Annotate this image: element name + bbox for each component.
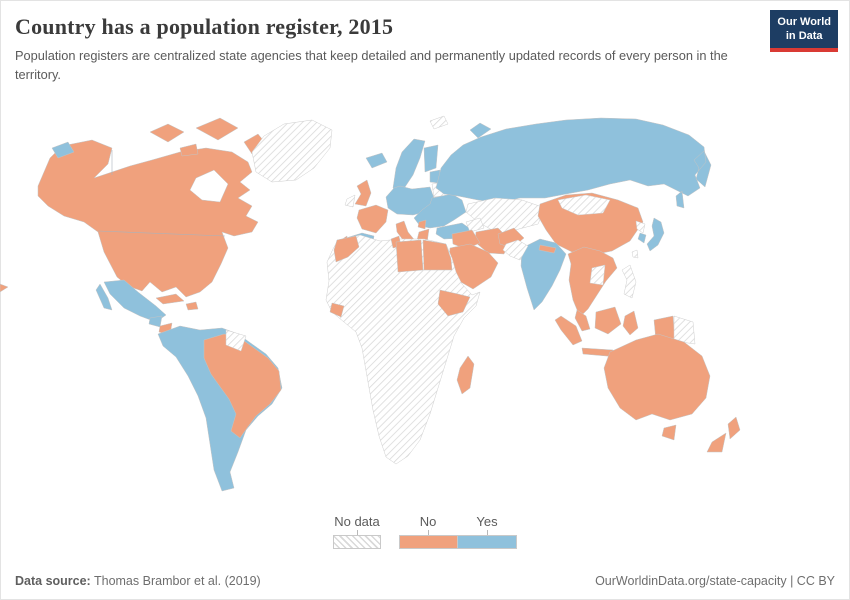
owid-logo-line1: Our World (777, 16, 831, 28)
legend-label-yes: Yes (476, 514, 498, 529)
attribution-link[interactable]: OurWorldinData.org/state-capacity | CC B… (595, 574, 835, 588)
owid-logo-line2: in Data (785, 29, 823, 42)
region-malay-peninsula[interactable] (574, 309, 591, 332)
region-greenland[interactable] (251, 119, 333, 183)
region-south-korea[interactable] (637, 232, 647, 244)
world-map-svg (0, 115, 741, 492)
region-cote-divoire-liberia[interactable] (329, 302, 345, 318)
legend-group-yes[interactable]: Yes (457, 514, 517, 549)
region-taiwan[interactable] (631, 249, 639, 259)
region-papua-new-guinea[interactable] (673, 315, 696, 345)
region-morocco[interactable] (333, 235, 360, 263)
region-caucasus[interactable] (465, 217, 485, 233)
page-title: Country has a population register, 2015 (15, 14, 394, 39)
region-france[interactable] (356, 204, 389, 234)
region-madagascar[interactable] (456, 355, 475, 395)
region-egypt[interactable] (422, 239, 453, 271)
legend-tick-no-data (356, 530, 358, 535)
region-iceland[interactable] (365, 152, 388, 169)
page-subtitle: Population registers are centralized sta… (15, 48, 728, 82)
legend-group-no[interactable]: No (399, 514, 457, 549)
region-hispaniola[interactable] (185, 301, 199, 311)
world-choropleth-map (0, 105, 850, 510)
region-united-kingdom[interactable] (354, 179, 372, 207)
region-new-zealand[interactable] (706, 416, 741, 453)
legend-tick-no (427, 530, 429, 535)
region-scandinavia[interactable] (392, 138, 426, 192)
map-legend: No data No Yes (0, 514, 850, 549)
us-canada-border (97, 230, 226, 237)
region-guyanas[interactable] (225, 329, 247, 352)
region-philippines[interactable] (621, 264, 637, 299)
region-india-bangladesh[interactable] (520, 238, 567, 311)
legend-tick-yes (486, 530, 488, 535)
region-libya[interactable] (395, 239, 424, 273)
legend-label-no-data: No data (334, 514, 380, 529)
region-north-korea[interactable] (635, 220, 646, 234)
region-serbia[interactable] (417, 219, 427, 230)
legend-swatch-no[interactable] (399, 535, 457, 549)
region-nepal[interactable] (538, 244, 557, 254)
region-pakistan[interactable] (502, 239, 529, 261)
data-source: Data source: Thomas Brambor et al. (2019… (15, 574, 261, 588)
legend-swatch-no-data[interactable] (333, 535, 381, 549)
region-mongolia[interactable] (557, 194, 611, 216)
region-canadian-arctic-islands[interactable] (149, 117, 269, 157)
region-guatemala[interactable] (148, 315, 163, 328)
region-japan[interactable] (646, 217, 665, 252)
data-source-value: Thomas Brambor et al. (2019) (93, 574, 261, 588)
region-usa-canada[interactable] (37, 139, 259, 298)
legend-label-no: No (419, 514, 437, 529)
region-russia[interactable] (435, 117, 712, 209)
legend-group-no-data[interactable]: No data (333, 514, 381, 549)
region-australia[interactable] (603, 333, 711, 441)
chart-footer: Data source: Thomas Brambor et al. (2019… (0, 574, 850, 588)
chart-header: Country has a population register, 2015 … (0, 0, 850, 84)
legend-swatch-yes[interactable] (457, 535, 517, 549)
data-source-label: Data source: (15, 574, 91, 588)
region-svalbard[interactable] (429, 115, 449, 130)
region-ukraine-balkans[interactable] (413, 193, 467, 229)
region-ireland[interactable] (344, 194, 356, 208)
region-ethiopia[interactable] (437, 289, 471, 317)
region-cuba[interactable] (155, 293, 185, 305)
region-bering-fragment[interactable] (51, 141, 75, 159)
owid-logo[interactable]: Our World in Data (770, 10, 838, 52)
legend-bar: No Yes (399, 514, 517, 549)
region-hawaii-fragment[interactable] (0, 283, 9, 293)
region-brazil-paraguay-uruguay[interactable] (203, 333, 282, 439)
region-finland[interactable] (423, 144, 439, 173)
region-laos-cambodia[interactable] (589, 264, 606, 286)
